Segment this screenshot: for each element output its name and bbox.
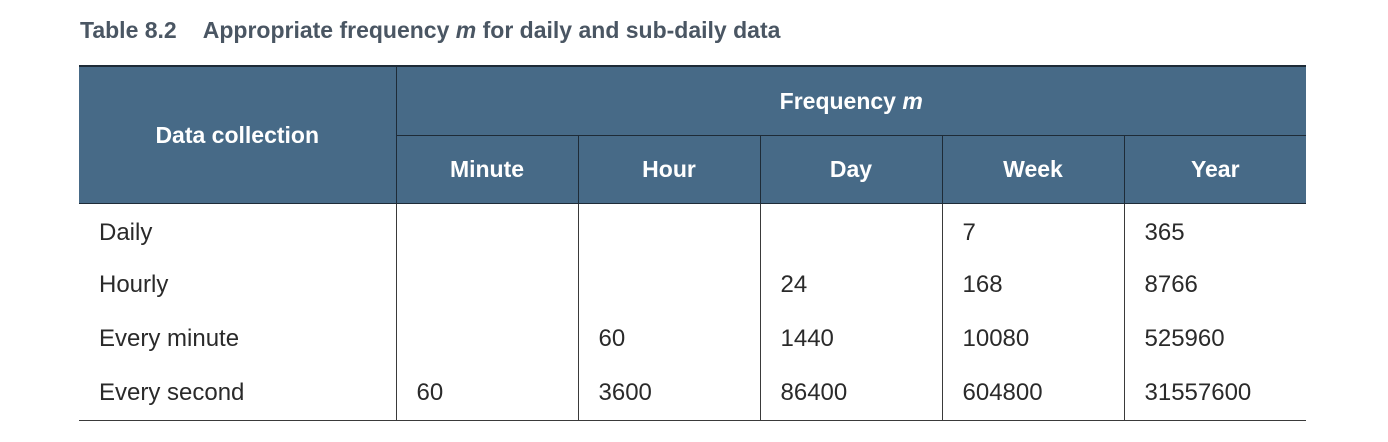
header-frequency-label: Frequency	[779, 87, 903, 114]
row-label: Hourly	[79, 258, 397, 312]
caption-title-end: for daily and sub-daily data	[476, 17, 781, 43]
cell-hour	[578, 203, 761, 258]
cell-year: 31557600	[1124, 366, 1306, 421]
cell-week: 7	[942, 203, 1125, 258]
cell-hour: 60	[578, 312, 761, 366]
cell-minute	[396, 258, 579, 312]
table-row: Every second 60 3600 86400 604800 315576…	[79, 366, 1306, 421]
cell-day: 86400	[760, 366, 943, 421]
cell-year: 365	[1144, 219, 1185, 246]
row-label: Every second	[79, 366, 397, 421]
table-row: Every minute 60 1440 10080 525960	[79, 312, 1306, 366]
header-year: Year	[1124, 135, 1306, 204]
table-caption: Table 8.2 Appropriate frequency m for dai…	[80, 14, 780, 46]
caption-title-start: Appropriate frequency	[202, 17, 456, 43]
frequency-table: Data collection Frequency m Minute Hour …	[79, 65, 1306, 421]
header-frequency-variable: m	[902, 87, 923, 114]
cell-week: 168	[942, 258, 1125, 312]
cell-hour: 3600	[578, 366, 761, 421]
header-frequency-group: Frequency m	[396, 65, 1306, 136]
cell-day	[760, 203, 943, 258]
caption-title-variable: m	[455, 17, 477, 43]
header-week: Week	[942, 135, 1125, 204]
header-data-collection: Data collection	[79, 65, 397, 204]
cell-day: 1440	[760, 312, 943, 366]
table-row: Hourly 24 168 8766	[79, 258, 1306, 312]
table-row: Daily 7 365	[79, 203, 1306, 258]
table-number: Table 8.2	[80, 17, 177, 43]
cell-week: 604800	[942, 366, 1125, 421]
header-hour: Hour	[578, 135, 761, 204]
cell-minute	[396, 203, 579, 258]
cell-minute	[396, 312, 579, 366]
cell-day: 24	[760, 258, 943, 312]
cell-week: 10080	[942, 312, 1125, 366]
header-minute: Minute	[396, 135, 579, 204]
row-label: Every minute	[79, 312, 397, 366]
cell-hour	[578, 258, 761, 312]
header-day: Day	[760, 135, 943, 204]
cell-minute: 60	[396, 366, 579, 421]
cell-year: 8766	[1144, 271, 1198, 298]
cell-year: 525960	[1144, 325, 1225, 352]
row-label: Daily	[79, 203, 397, 258]
